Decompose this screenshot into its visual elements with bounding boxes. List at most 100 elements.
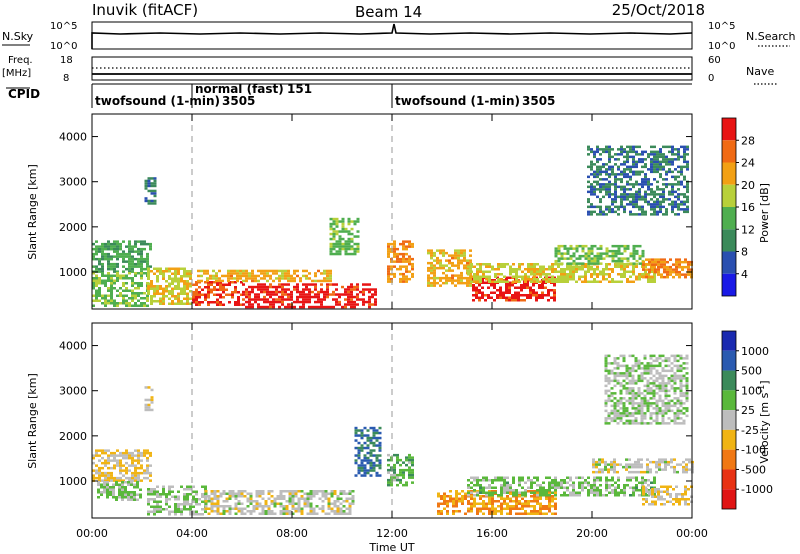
velocity-cell: [661, 468, 664, 471]
velocity-cell: [149, 451, 152, 455]
velocity-cell: [652, 389, 656, 393]
power-cell: [553, 299, 556, 302]
power-cell: [617, 168, 620, 171]
velocity-cell: [607, 379, 611, 383]
power-cell: [608, 205, 611, 209]
velocity-cell: [261, 512, 265, 515]
power-cell: [581, 249, 585, 253]
power-cell: [521, 278, 524, 281]
power-cell: [457, 251, 460, 255]
velocity-cell: [143, 469, 146, 472]
power-cell: [663, 260, 666, 264]
power-cell: [611, 259, 615, 263]
power-cell: [653, 203, 656, 206]
power-cell: [408, 260, 411, 263]
velocity-cell: [657, 493, 660, 496]
power-cell: [153, 179, 157, 183]
velocity-cell: [503, 500, 506, 503]
velocity-cell: [297, 500, 301, 503]
velocity-cell: [482, 512, 485, 515]
velocity-cell: [637, 404, 641, 408]
velocity-cell: [204, 490, 208, 493]
velocity-cell: [147, 406, 151, 409]
power-cell: [119, 255, 122, 258]
velocity-cell: [137, 471, 140, 475]
power-cell: [341, 293, 344, 296]
velocity-cell: [604, 409, 608, 413]
power-cell: [614, 175, 617, 179]
velocity-cell: [607, 463, 610, 466]
power-cell: [608, 155, 611, 159]
velocity-cell: [625, 389, 629, 393]
velocity-cell: [363, 441, 367, 445]
power-cell: [177, 295, 180, 298]
velocity-cell: [539, 491, 542, 494]
velocity-cell: [613, 392, 617, 395]
power-cell: [341, 242, 345, 246]
power-cell: [497, 278, 500, 281]
velocity-cell: [452, 505, 455, 508]
velocity-cell: [649, 422, 653, 425]
velocity-cell: [393, 478, 396, 482]
velocity-cell: [658, 458, 661, 461]
velocity-cell: [109, 493, 112, 496]
power-cell: [683, 178, 686, 181]
velocity-cell: [646, 384, 650, 388]
power-cell: [623, 244, 627, 248]
power-cell: [107, 242, 110, 246]
velocity-cell: [408, 476, 411, 479]
power-cell: [641, 170, 644, 174]
velocity-cell: [402, 461, 405, 464]
power-cell: [536, 280, 539, 283]
velocity-cell: [494, 491, 497, 494]
power-cell: [195, 288, 198, 291]
power-cell: [165, 267, 168, 270]
power-cell: [399, 267, 402, 271]
velocity-cell: [258, 495, 262, 498]
velocity-cell: [640, 399, 644, 403]
power-cell: [156, 287, 159, 290]
velocity-cell: [638, 494, 641, 497]
velocity-cell: [616, 402, 620, 405]
power-cell: [222, 286, 225, 289]
power-cell: [668, 158, 671, 161]
power-cell: [347, 217, 351, 221]
power-cell: [550, 289, 553, 292]
velocity-cell: [267, 497, 271, 500]
power-cell: [156, 292, 159, 295]
velocity-cell: [590, 489, 593, 492]
velocity-cell: [631, 389, 635, 393]
velocity-cell: [255, 492, 259, 495]
velocity-cell: [637, 465, 640, 469]
velocity-cell: [503, 486, 506, 489]
velocity-cell: [330, 510, 334, 513]
power-cell: [210, 281, 213, 284]
velocity-cell: [554, 512, 557, 515]
velocity-cell: [592, 463, 595, 466]
power-cell: [332, 232, 336, 236]
power-cell: [518, 280, 521, 283]
velocity-cell: [688, 460, 691, 464]
velocity-cell: [396, 483, 399, 487]
velocity-cell: [599, 476, 602, 479]
velocity-cell: [378, 466, 382, 470]
velocity-cell: [306, 505, 310, 508]
velocity-cell: [604, 465, 607, 469]
power-cell: [287, 269, 290, 273]
power-cell: [269, 269, 272, 273]
power-cell: [632, 247, 636, 250]
colorbar-tick-label: 100: [741, 384, 762, 397]
power-cell: [602, 150, 605, 154]
power-cell: [632, 265, 635, 268]
power-cell: [314, 295, 317, 299]
velocity-cell: [619, 419, 623, 423]
velocity-cell: [186, 503, 189, 506]
velocity-cell: [655, 407, 659, 410]
power-cell: [479, 275, 482, 278]
power-cell: [620, 275, 623, 278]
power-cell: [396, 257, 399, 261]
velocity-cell: [631, 463, 634, 466]
power-cell: [427, 276, 430, 280]
power-cell: [648, 263, 651, 266]
velocity-cell: [673, 468, 676, 471]
